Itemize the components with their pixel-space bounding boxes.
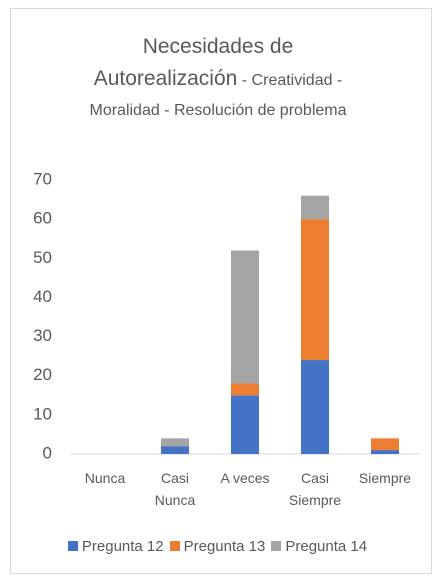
- bar-segment: [231, 250, 259, 384]
- y-tick-label: 30: [33, 326, 52, 345]
- bar-segment: [371, 438, 399, 451]
- legend-swatch: [169, 541, 180, 551]
- y-tick-label: 60: [33, 209, 52, 228]
- bar-segment: [161, 438, 189, 447]
- chart-title: Necesidades de Autorealización: [93, 35, 294, 90]
- y-tick-label: 70: [33, 169, 52, 188]
- legend-label: Pregunta 14: [285, 538, 368, 555]
- legend-item: Pregunta 13: [169, 538, 266, 555]
- x-tick-label: Siempre: [358, 470, 412, 486]
- bar-segment: [301, 219, 329, 361]
- chart-subtitle: - Creatividad - Moralidad - Resolución d…: [89, 72, 347, 119]
- legend-swatch: [271, 541, 282, 551]
- y-tick-label: 0: [43, 443, 52, 462]
- legend-item: Pregunta 14: [271, 538, 367, 555]
- x-tick-label: A veces: [220, 470, 270, 486]
- y-tick-label: 50: [33, 248, 52, 267]
- x-tick-label: Casi Siempre: [288, 470, 342, 508]
- bar-segment: [301, 360, 329, 454]
- y-tick-label: 20: [33, 365, 52, 384]
- bar-segment: [301, 195, 329, 220]
- legend: Pregunta 12 Pregunta 13 Pregunta 14: [0, 538, 435, 555]
- bar-segment: [371, 450, 399, 454]
- legend-swatch: [67, 541, 78, 551]
- chart-frame: [10, 8, 432, 574]
- legend-label: Pregunta 12: [81, 538, 164, 555]
- x-tick-label: Casi Nunca: [154, 470, 196, 508]
- y-tick-label: 40: [33, 287, 52, 306]
- y-tick-label: 10: [33, 404, 52, 423]
- bar-segment: [231, 395, 259, 454]
- bar-segment: [231, 383, 259, 396]
- legend-item: Pregunta 12: [67, 538, 164, 555]
- x-tick-label: Nunca: [84, 470, 126, 486]
- bar-segment: [161, 446, 189, 454]
- legend-label: Pregunta 13: [183, 538, 266, 555]
- title-block: Necesidades de Autorealización - Creativ…: [72, 32, 364, 126]
